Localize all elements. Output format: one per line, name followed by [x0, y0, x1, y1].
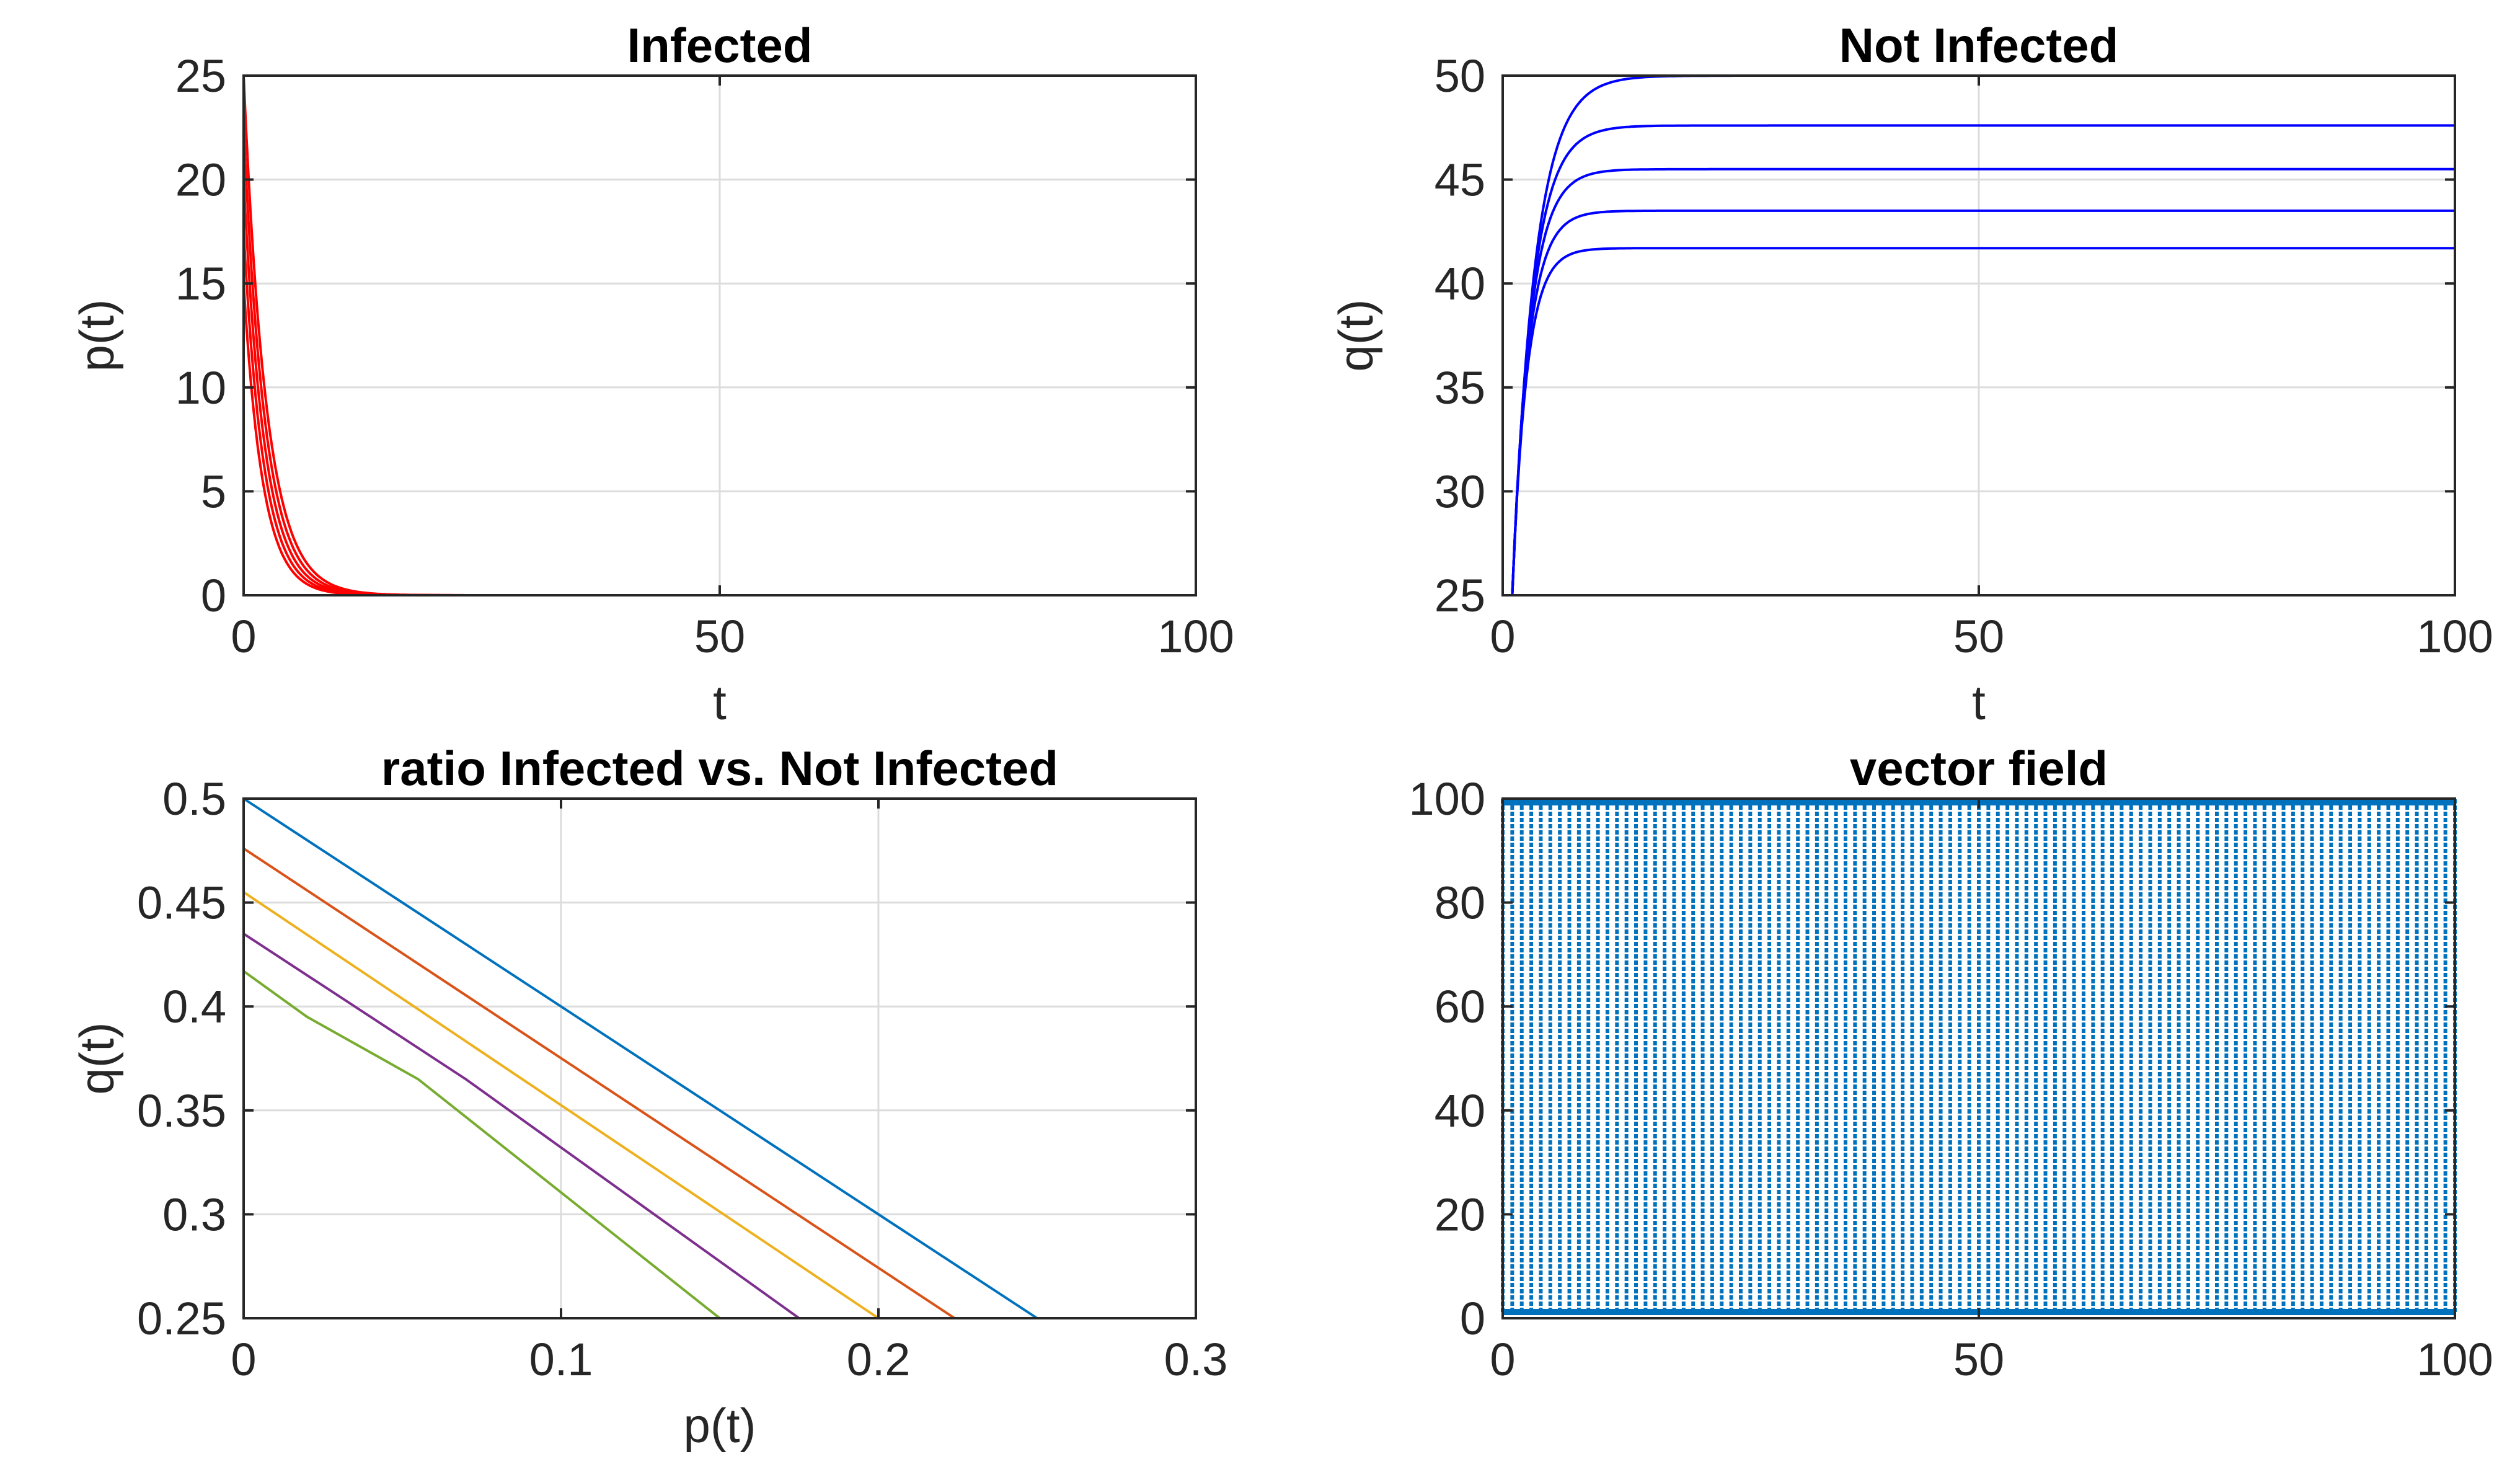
y-tick-label: 80 — [1435, 877, 1485, 929]
vector-field-arrows — [1501, 799, 2457, 1315]
not-infected-series-line-q3 — [1511, 167, 2455, 596]
x-tick-label: 0 — [1490, 1334, 1515, 1385]
y-tick-label: 30 — [1435, 466, 1485, 517]
y-tick-label: 100 — [1409, 773, 1485, 825]
not-infected-series-line-q4 — [1511, 209, 2455, 596]
ratio-grid — [242, 797, 1197, 1319]
y-tick-label: 15 — [175, 258, 226, 309]
y-tick-label: 0.25 — [137, 1293, 226, 1344]
infected-ylabel: p(t) — [69, 299, 124, 372]
y-tick-label: 40 — [1435, 1085, 1485, 1137]
y-tick-label: 35 — [1435, 362, 1485, 414]
not-infected-series-line-q5 — [1511, 247, 2455, 596]
not-infected-ticks: 0 50 100 25 30 35 40 45 50 — [1435, 50, 2493, 662]
vector-field-title: vector field — [1850, 741, 2108, 796]
x-tick-label: 0 — [1490, 611, 1515, 662]
x-tick-label: 50 — [1953, 1334, 2004, 1385]
infected-title: Infected — [627, 18, 812, 73]
x-tick-label: 100 — [1157, 611, 1234, 662]
not-infected-series-line-q1 — [1511, 74, 2455, 596]
ratio-series-line-r4 — [242, 933, 800, 1319]
vector-field-panel: 0 50 100 0 20 40 60 80 100 vector field — [1409, 741, 2493, 1385]
x-tick-label: 100 — [2416, 611, 2493, 662]
y-tick-label: 45 — [1435, 154, 1485, 206]
not-infected-series-line-q2 — [1511, 124, 2455, 596]
ratio-title: ratio Infected vs. Not Infected — [381, 741, 1058, 796]
not-infected-series — [1511, 74, 2455, 596]
y-tick-label: 0.4 — [162, 981, 226, 1032]
not-infected-xlabel: t — [1972, 675, 1986, 730]
x-tick-label: 0 — [231, 1334, 256, 1385]
y-tick-label: 0.45 — [137, 877, 226, 929]
y-tick-label: 20 — [175, 154, 226, 206]
x-tick-label: 0.3 — [1164, 1334, 1228, 1385]
y-tick-label: 0.5 — [162, 773, 226, 825]
ratio-series-line-r3 — [242, 891, 880, 1319]
infected-panel: 0 50 100 0 5 10 15 20 25 Infected t p(t) — [69, 18, 1234, 730]
not-infected-panel: 0 50 100 25 30 35 40 45 50 Not Infected t q(t) — [1329, 18, 2493, 730]
x-tick-label: 0 — [231, 611, 256, 662]
y-tick-label: 50 — [1435, 50, 1485, 102]
ratio-axes-frame — [242, 797, 1197, 1319]
not-infected-title: Not Infected — [1839, 18, 2119, 73]
y-tick-label: 0.3 — [162, 1189, 226, 1240]
y-tick-label: 25 — [1435, 570, 1485, 621]
y-tick-label: 20 — [1435, 1189, 1485, 1240]
ratio-series-line-r2 — [242, 847, 956, 1319]
y-tick-label: 5 — [201, 466, 226, 517]
ratio-series-line-r5 — [242, 970, 721, 1319]
x-tick-label: 0.2 — [847, 1334, 911, 1385]
y-tick-label: 0 — [201, 570, 226, 621]
y-tick-label: 0 — [1460, 1293, 1485, 1344]
ratio-series-line-r1 — [242, 797, 1038, 1319]
y-tick-label: 0.35 — [137, 1085, 226, 1137]
infected-grid — [242, 74, 1197, 596]
ratio-series — [242, 797, 1038, 1319]
ratio-panel: 0 0.1 0.2 0.3 0.25 0.3 0.35 0.4 0.45 0.5 ratio In… — [69, 741, 1227, 1453]
x-tick-label: 50 — [1953, 611, 2004, 662]
infected-ticks: 0 50 100 0 5 10 15 20 25 — [175, 50, 1234, 662]
not-infected-ylabel: q(t) — [1329, 299, 1383, 372]
y-tick-label: 40 — [1435, 258, 1485, 309]
y-tick-label: 25 — [175, 50, 226, 102]
x-tick-label: 50 — [694, 611, 745, 662]
y-tick-label: 60 — [1435, 981, 1485, 1032]
x-tick-label: 0.1 — [529, 1334, 593, 1385]
ratio-ylabel: q(t) — [69, 1022, 124, 1095]
infected-xlabel: t — [713, 675, 727, 730]
vector-field-ticks: 0 50 100 0 20 40 60 80 100 — [1409, 773, 2493, 1385]
y-tick-label: 10 — [175, 362, 226, 414]
not-infected-grid — [1501, 74, 2456, 596]
ratio-xlabel: p(t) — [684, 1398, 756, 1453]
x-tick-label: 100 — [2416, 1334, 2493, 1385]
ratio-ticks: 0 0.1 0.2 0.3 0.25 0.3 0.35 0.4 0.45 0.5 — [137, 773, 1227, 1385]
